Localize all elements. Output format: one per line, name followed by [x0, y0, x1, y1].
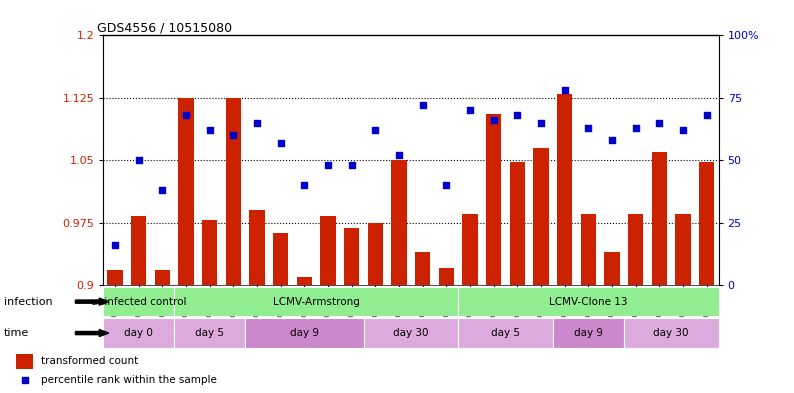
- Point: [630, 125, 642, 131]
- Bar: [249, 210, 264, 285]
- Text: day 9: day 9: [290, 328, 319, 338]
- Point: [109, 242, 121, 248]
- Point: [558, 87, 571, 94]
- Text: day 9: day 9: [574, 328, 603, 338]
- Point: [700, 112, 713, 118]
- Point: [511, 112, 524, 118]
- Bar: [344, 228, 360, 285]
- Bar: [458, 287, 719, 316]
- Point: [133, 157, 145, 163]
- Point: [369, 127, 382, 133]
- Bar: [179, 98, 194, 285]
- Point: [18, 377, 31, 384]
- Bar: [320, 216, 336, 285]
- Point: [606, 137, 619, 143]
- Point: [298, 182, 310, 188]
- Bar: [628, 214, 643, 285]
- Bar: [103, 287, 174, 316]
- Bar: [580, 214, 596, 285]
- Text: day 5: day 5: [195, 328, 224, 338]
- Text: day 30: day 30: [393, 328, 429, 338]
- Point: [416, 102, 429, 108]
- Point: [534, 119, 547, 126]
- Bar: [458, 318, 553, 348]
- Bar: [131, 216, 146, 285]
- Point: [393, 152, 406, 158]
- Bar: [557, 94, 572, 285]
- Point: [653, 119, 665, 126]
- Bar: [391, 160, 407, 285]
- Bar: [364, 318, 458, 348]
- Bar: [624, 318, 719, 348]
- Point: [156, 187, 169, 193]
- Point: [179, 112, 192, 118]
- Point: [251, 119, 264, 126]
- Bar: [155, 270, 170, 285]
- Point: [275, 140, 287, 146]
- Bar: [202, 220, 218, 285]
- Point: [488, 117, 500, 123]
- Text: percentile rank within the sample: percentile rank within the sample: [41, 375, 218, 386]
- Text: uninfected control: uninfected control: [91, 297, 187, 307]
- Bar: [107, 270, 123, 285]
- Bar: [225, 98, 241, 285]
- Text: day 0: day 0: [125, 328, 153, 338]
- Text: LCMV-Armstrong: LCMV-Armstrong: [273, 297, 360, 307]
- Text: infection: infection: [4, 297, 52, 307]
- Bar: [273, 233, 288, 285]
- Bar: [174, 318, 245, 348]
- Bar: [553, 318, 624, 348]
- Bar: [604, 252, 620, 285]
- Point: [227, 132, 240, 138]
- Bar: [297, 277, 312, 285]
- Text: transformed count: transformed count: [41, 356, 138, 366]
- Point: [464, 107, 476, 113]
- Bar: [16, 354, 33, 369]
- Bar: [439, 268, 454, 285]
- Bar: [699, 162, 715, 285]
- Bar: [652, 152, 667, 285]
- Point: [676, 127, 689, 133]
- Point: [345, 162, 358, 168]
- Bar: [368, 222, 383, 285]
- Bar: [534, 148, 549, 285]
- Bar: [245, 318, 364, 348]
- Point: [440, 182, 453, 188]
- Text: LCMV-Clone 13: LCMV-Clone 13: [549, 297, 627, 307]
- Point: [582, 125, 595, 131]
- Bar: [415, 252, 430, 285]
- Bar: [103, 318, 174, 348]
- Text: day 30: day 30: [653, 328, 689, 338]
- Bar: [676, 214, 691, 285]
- Point: [203, 127, 216, 133]
- Text: GDS4556 / 10515080: GDS4556 / 10515080: [97, 21, 232, 34]
- Point: [322, 162, 334, 168]
- Text: day 5: day 5: [491, 328, 520, 338]
- Bar: [510, 162, 525, 285]
- Text: time: time: [4, 328, 29, 338]
- Bar: [486, 114, 502, 285]
- Bar: [174, 287, 458, 316]
- Bar: [462, 214, 478, 285]
